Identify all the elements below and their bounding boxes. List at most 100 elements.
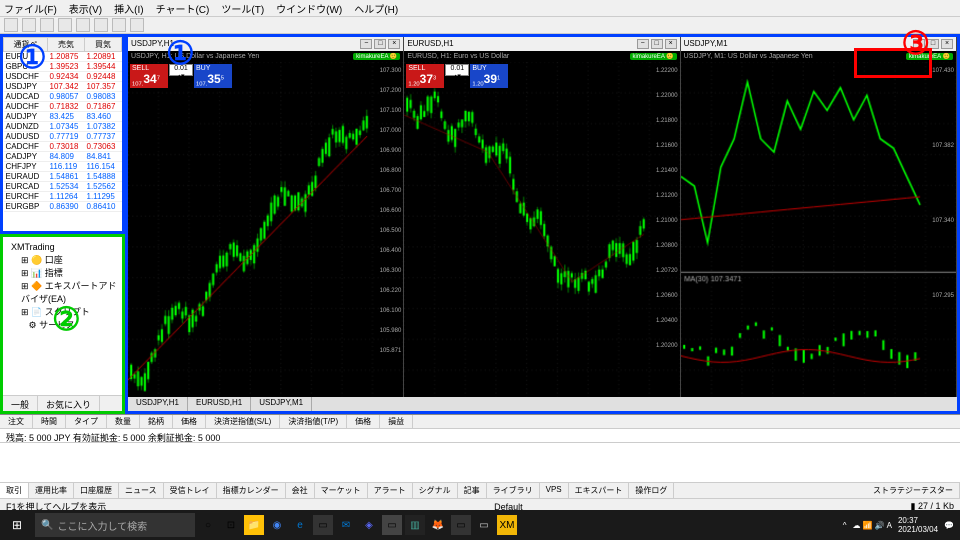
chart-tab[interactable]: EURUSD,H1 xyxy=(188,397,251,411)
term-tab[interactable]: VPS xyxy=(540,483,569,498)
term-tab[interactable]: ライブラリ xyxy=(487,483,540,498)
start-button[interactable]: ⊞ xyxy=(2,512,32,538)
mw-hdr-sym[interactable]: 通貨ペ xyxy=(4,38,48,52)
app-icon[interactable]: ▭ xyxy=(451,515,471,535)
term-col[interactable]: 決済逆指値(S/L) xyxy=(206,415,280,428)
mw-row[interactable]: AUDCAD0.980570.98083 xyxy=(4,92,122,102)
firefox-icon[interactable]: 🦊 xyxy=(428,515,448,535)
term-tab[interactable]: 記事 xyxy=(458,483,487,498)
mw-row[interactable]: EURU1.208751.20891 xyxy=(4,52,122,62)
term-col[interactable]: 損益 xyxy=(380,415,413,428)
mw-row[interactable]: CHFJPY116.119116.154 xyxy=(4,162,122,172)
cortana-icon[interactable]: ○ xyxy=(198,515,218,535)
term-tab[interactable]: 取引 xyxy=(0,483,29,498)
mw-row[interactable]: AUDNZD1.073451.07382 xyxy=(4,122,122,132)
term-tab[interactable]: 口座履歴 xyxy=(74,483,119,498)
app-icon[interactable]: ▭ xyxy=(474,515,494,535)
close-icon[interactable]: × xyxy=(941,39,953,49)
mw-row[interactable]: EURAUD1.548611.54888 xyxy=(4,172,122,182)
min-icon[interactable]: − xyxy=(637,39,649,49)
nav-account[interactable]: ⊞ 🟡 口座 xyxy=(7,254,118,267)
chart-tab[interactable]: USDJPY,H1 xyxy=(128,397,188,411)
tb-btn[interactable] xyxy=(76,18,90,32)
term-col[interactable]: 注文 xyxy=(0,415,33,428)
mw-row[interactable]: CADCHF0.730180.73063 xyxy=(4,142,122,152)
max-icon[interactable]: □ xyxy=(651,39,663,49)
menu-help[interactable]: ヘルプ(H) xyxy=(354,1,398,16)
term-tab[interactable]: アラート xyxy=(368,483,413,498)
nav-root[interactable]: XMTrading xyxy=(7,241,118,254)
tb-btn[interactable] xyxy=(58,18,72,32)
term-col[interactable]: 数量 xyxy=(107,415,140,428)
term-tab[interactable]: 操作ログ xyxy=(629,483,674,498)
tray-clock[interactable]: 20:372021/03/04 xyxy=(898,516,938,534)
term-col[interactable]: 価格 xyxy=(347,415,380,428)
mw-row[interactable]: CADJPY84.80984.841 xyxy=(4,152,122,162)
mw-hdr-ask[interactable]: 買気 xyxy=(85,38,122,52)
mw-row[interactable]: AUDUSD0.777190.77737 xyxy=(4,132,122,142)
buy-button[interactable]: BUY107.355 xyxy=(194,64,232,88)
tb-btn[interactable] xyxy=(112,18,126,32)
max-icon[interactable]: □ xyxy=(374,39,386,49)
buy-button[interactable]: BUY1.20391 xyxy=(470,64,508,88)
term-col[interactable]: 銘柄 xyxy=(140,415,173,428)
tray-up-icon[interactable]: ^ xyxy=(843,521,847,530)
taskbar-search[interactable]: 🔍 ここに入力して検索 xyxy=(35,513,195,537)
term-col[interactable]: 時間 xyxy=(33,415,66,428)
mw-row[interactable]: USDCHF0.924340.92448 xyxy=(4,72,122,82)
discord-icon[interactable]: ◈ xyxy=(359,515,379,535)
app-icon[interactable]: ▭ xyxy=(313,515,333,535)
term-tab[interactable]: 運用比率 xyxy=(29,483,74,498)
nav-ea[interactable]: ⊞ 🔶 エキスパートアドバイザ(EA) xyxy=(7,280,118,306)
tb-btn[interactable] xyxy=(94,18,108,32)
mw-row[interactable]: AUDJPY83.42583.460 xyxy=(4,112,122,122)
mw-row[interactable]: EURCHF1.112641.11295 xyxy=(4,192,122,202)
term-tab[interactable]: 会社 xyxy=(286,483,315,498)
term-tab[interactable]: 受信トレイ xyxy=(164,483,217,498)
sell-button[interactable]: SELL1.20373 xyxy=(406,64,444,88)
tb-btn[interactable] xyxy=(22,18,36,32)
tb-btn[interactable] xyxy=(130,18,144,32)
mw-row[interactable]: AUDCHF0.718320.71867 xyxy=(4,102,122,112)
edge-icon[interactable]: e xyxy=(290,515,310,535)
app-icon[interactable]: ▥ xyxy=(405,515,425,535)
menu-tools[interactable]: ツール(T) xyxy=(221,1,264,16)
chart-body[interactable]: 1.222001.220001.218001.216001.214001.212… xyxy=(404,62,679,401)
term-tab-strategy[interactable]: ストラテジーテスター xyxy=(867,483,960,498)
sell-button[interactable]: SELL107.347 xyxy=(130,64,168,88)
nav-tab-fav[interactable]: お気に入り xyxy=(38,396,100,411)
chart-body[interactable]: 107.300107.200107.100107.000106.900106.8… xyxy=(128,62,403,401)
app-icon[interactable]: ▭ xyxy=(382,515,402,535)
mt4-icon[interactable]: XM xyxy=(497,515,517,535)
nav-scripts[interactable]: ⊞ 📄 スクリプト xyxy=(7,306,118,319)
chart-body[interactable]: 107.430107.382107.340107.295 xyxy=(681,62,956,401)
nav-tab-general[interactable]: 一般 xyxy=(3,396,38,411)
mail-icon[interactable]: ✉ xyxy=(336,515,356,535)
menu-file[interactable]: ファイル(F) xyxy=(4,1,57,16)
menu-view[interactable]: 表示(V) xyxy=(69,1,102,16)
tb-btn[interactable] xyxy=(4,18,18,32)
nav-services[interactable]: ⚙ サービス xyxy=(7,319,118,332)
min-icon[interactable]: − xyxy=(360,39,372,49)
mw-hdr-bid[interactable]: 売気 xyxy=(48,38,85,52)
term-col[interactable]: タイプ xyxy=(66,415,107,428)
tb-btn[interactable] xyxy=(40,18,54,32)
term-col[interactable]: 決済指値(T/P) xyxy=(280,415,347,428)
term-tab[interactable]: ニュース xyxy=(119,483,164,498)
close-icon[interactable]: × xyxy=(665,39,677,49)
mw-row[interactable]: GBPU1.395231.39544 xyxy=(4,62,122,72)
volume-input[interactable]: 0.01 ▴▾ xyxy=(169,64,193,76)
tray-icons[interactable]: ☁ 📶 🔊 A xyxy=(853,521,892,530)
menu-chart[interactable]: チャート(C) xyxy=(156,1,210,16)
mw-row[interactable]: EURCAD1.525341.52562 xyxy=(4,182,122,192)
mw-row[interactable]: EURGBP0.863900.86410 xyxy=(4,202,122,212)
term-tab[interactable]: シグナル xyxy=(413,483,458,498)
explorer-icon[interactable]: 📁 xyxy=(244,515,264,535)
term-tab[interactable]: 指標カレンダー xyxy=(217,483,286,498)
menu-insert[interactable]: 挿入(I) xyxy=(114,1,143,16)
term-col[interactable]: 価格 xyxy=(173,415,206,428)
menu-window[interactable]: ウインドウ(W) xyxy=(276,1,342,16)
nav-indicators[interactable]: ⊞ 📊 指標 xyxy=(7,267,118,280)
term-tab[interactable]: エキスパート xyxy=(569,483,630,498)
chrome-icon[interactable]: ◉ xyxy=(267,515,287,535)
